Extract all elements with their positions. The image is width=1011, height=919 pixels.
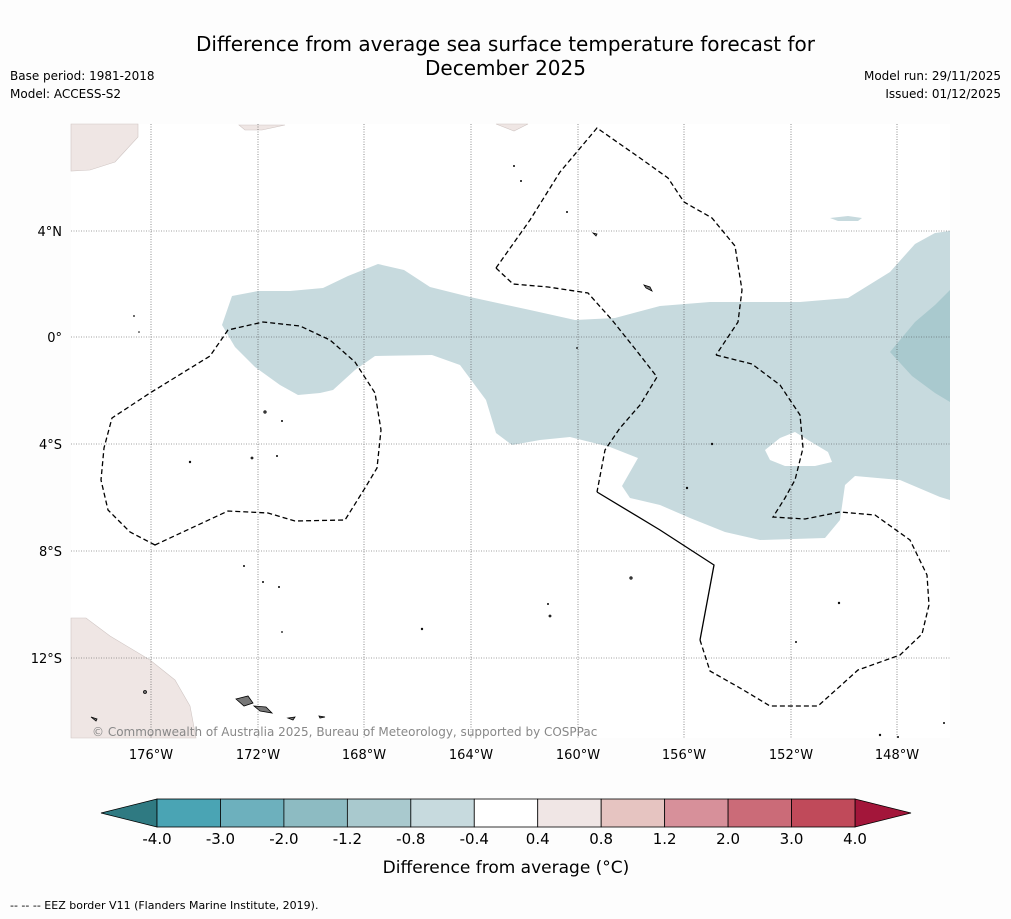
lon-label: 168°W <box>342 748 386 763</box>
lon-axis: 176°W 172°W 168°W 164°W 160°W 156°W 152°… <box>129 748 919 763</box>
model-name: Model: ACCESS-S2 <box>10 87 122 101</box>
lon-label: 172°W <box>236 748 280 763</box>
lat-label: 12°S <box>31 652 62 667</box>
colorbar-bin <box>220 798 285 828</box>
islands <box>90 164 946 739</box>
land-north-island-2 <box>495 123 529 132</box>
colorbar-tick-label: 4.0 <box>843 830 867 848</box>
copyright-notice: © Commonwealth of Australia 2025, Bureau… <box>92 725 597 739</box>
colorbar-bin <box>156 798 221 828</box>
eez-borders <box>100 127 930 707</box>
colorbar-tick-label: -0.8 <box>396 830 425 848</box>
model-run: Model run: 29/11/2025 <box>863 69 1001 83</box>
colorbar-tick-label: -3.0 <box>206 830 235 848</box>
chart-title-line1: Difference from average sea surface temp… <box>195 32 815 56</box>
eez-solid-segment <box>596 491 715 641</box>
base-period: Base period: 1981-2018 <box>10 69 155 83</box>
chart-title-line2: December 2025 <box>425 56 586 80</box>
colorbar-bin <box>600 798 666 828</box>
issued-date: Issued: 01/12/2025 <box>885 87 1001 101</box>
anomaly-region-east <box>890 290 950 402</box>
colorbar-tick-label: 1.2 <box>653 830 677 848</box>
colorbar-bin <box>410 798 475 828</box>
eez-east <box>699 354 930 707</box>
lon-label: 156°W <box>662 748 706 763</box>
graticule <box>71 124 950 738</box>
lat-label: 0° <box>47 331 62 346</box>
colorbar-extend-low <box>100 798 158 828</box>
anomaly-region-main <box>222 231 950 540</box>
colorbar-bin <box>346 798 412 828</box>
eez-west <box>100 321 382 546</box>
chart-title: Difference from average sea surface temp… <box>0 32 1011 80</box>
lat-label: 8°S <box>39 545 62 560</box>
land-northwest <box>70 123 139 172</box>
lon-label: 148°W <box>875 748 919 763</box>
lon-label: 160°W <box>556 748 600 763</box>
colorbar: -4.0 -3.0 -2.0 -1.2 -0.8 -0.4 0.4 0.8 1.2 2.0 3.0 4… <box>100 798 912 878</box>
colorbar-bin <box>283 798 348 828</box>
colorbar-tick-label: 3.0 <box>780 830 804 848</box>
lat-label: 4°N <box>38 225 63 240</box>
colorbar-tick-label: -1.2 <box>333 830 362 848</box>
lat-axis: 4°N 0° 4°S 8°S 12°S <box>31 225 62 667</box>
colorbar-tick-label: -2.0 <box>269 830 298 848</box>
colorbar-bin <box>664 798 729 828</box>
colorbar-tick-label: -0.4 <box>460 830 489 848</box>
lon-label: 164°W <box>449 748 493 763</box>
anomaly-region-north <box>830 216 862 221</box>
colorbar-tick-label: 0.8 <box>589 830 613 848</box>
lon-label: 176°W <box>129 748 173 763</box>
eez-footnote: -- -- -- EEZ border V11 (Flanders Marine… <box>10 899 319 912</box>
colorbar-tick-label: 2.0 <box>716 830 740 848</box>
land-north-island <box>238 124 286 131</box>
colorbar-bin <box>537 798 602 828</box>
colorbar-bin <box>727 798 792 828</box>
lat-label: 4°S <box>39 438 62 453</box>
lon-label: 152°W <box>769 748 813 763</box>
colorbar-extend-high <box>854 798 912 828</box>
colorbar-bin <box>473 798 539 828</box>
colorbar-ticks: -4.0 -3.0 -2.0 -1.2 -0.8 -0.4 0.4 0.8 1.2 2.0 3.0 4… <box>142 830 867 848</box>
colorbar-tick-label: -4.0 <box>142 830 171 848</box>
colorbar-title: Difference from average (°C) <box>383 858 630 878</box>
land-southwest <box>70 617 197 739</box>
meta-right: Model run: 29/11/2025 Issued: 01/12/2025 <box>864 67 1001 103</box>
eez-central-north <box>495 127 743 356</box>
colorbar-tick-label: 0.4 <box>526 830 550 848</box>
colorbar-bin <box>791 798 856 828</box>
meta-left: Base period: 1981-2018 Model: ACCESS-S2 <box>10 67 155 103</box>
colorbar-bins <box>156 798 856 828</box>
